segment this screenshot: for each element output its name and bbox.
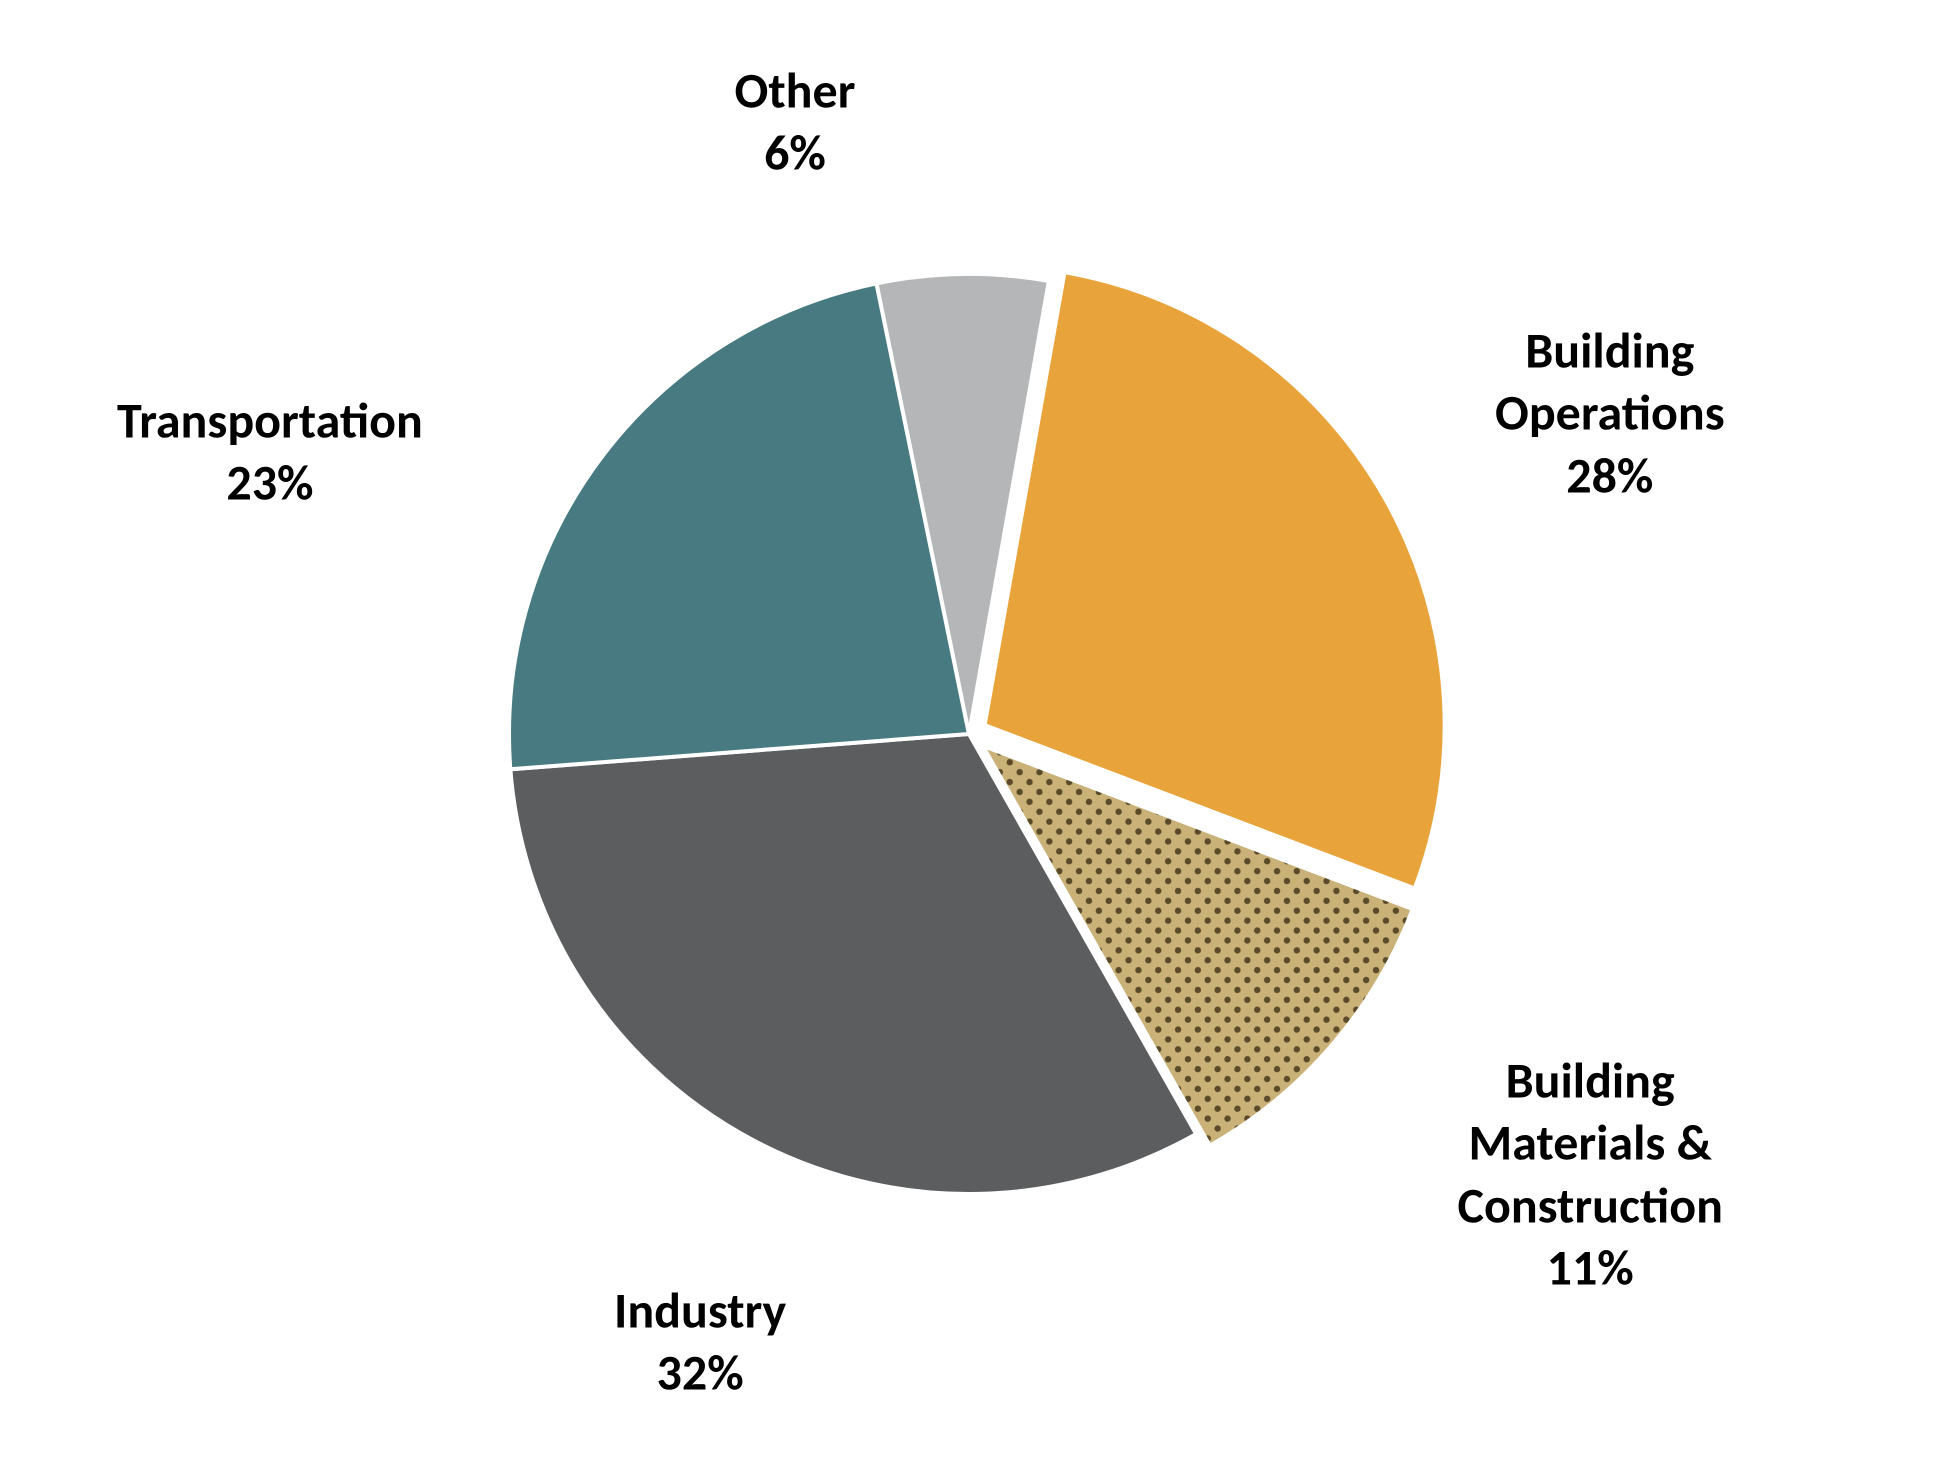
slice-label-industry: Industry32% [614,1280,786,1405]
slice-label-transportation: Transportation23% [117,390,423,515]
slice-label-line: Construction [1458,1175,1723,1238]
slice-label-percent: 32% [614,1343,786,1406]
slice-label-line: Industry [614,1280,786,1343]
slice-label-line: Materials & [1458,1113,1723,1176]
slice-label-line: Building [1458,1050,1723,1113]
slice-label-line: Operations [1495,383,1725,446]
slice-label-percent: 23% [117,453,423,516]
slice-label-building-operations: BuildingOperations28% [1495,320,1725,508]
slice-label-line: Transportation [117,390,423,453]
slice-label-line: Building [1495,320,1725,383]
slice-label-percent: 6% [735,123,856,186]
slice-label-percent: 11% [1458,1238,1723,1301]
slice-label-percent: 28% [1495,445,1725,508]
pie-chart-container: BuildingOperations28%BuildingMaterials &… [0,0,1938,1469]
slice-label-other: Other6% [735,60,856,185]
slice-label-building-materials-construction: BuildingMaterials &Construction11% [1458,1050,1723,1300]
slice-label-line: Other [735,60,856,123]
